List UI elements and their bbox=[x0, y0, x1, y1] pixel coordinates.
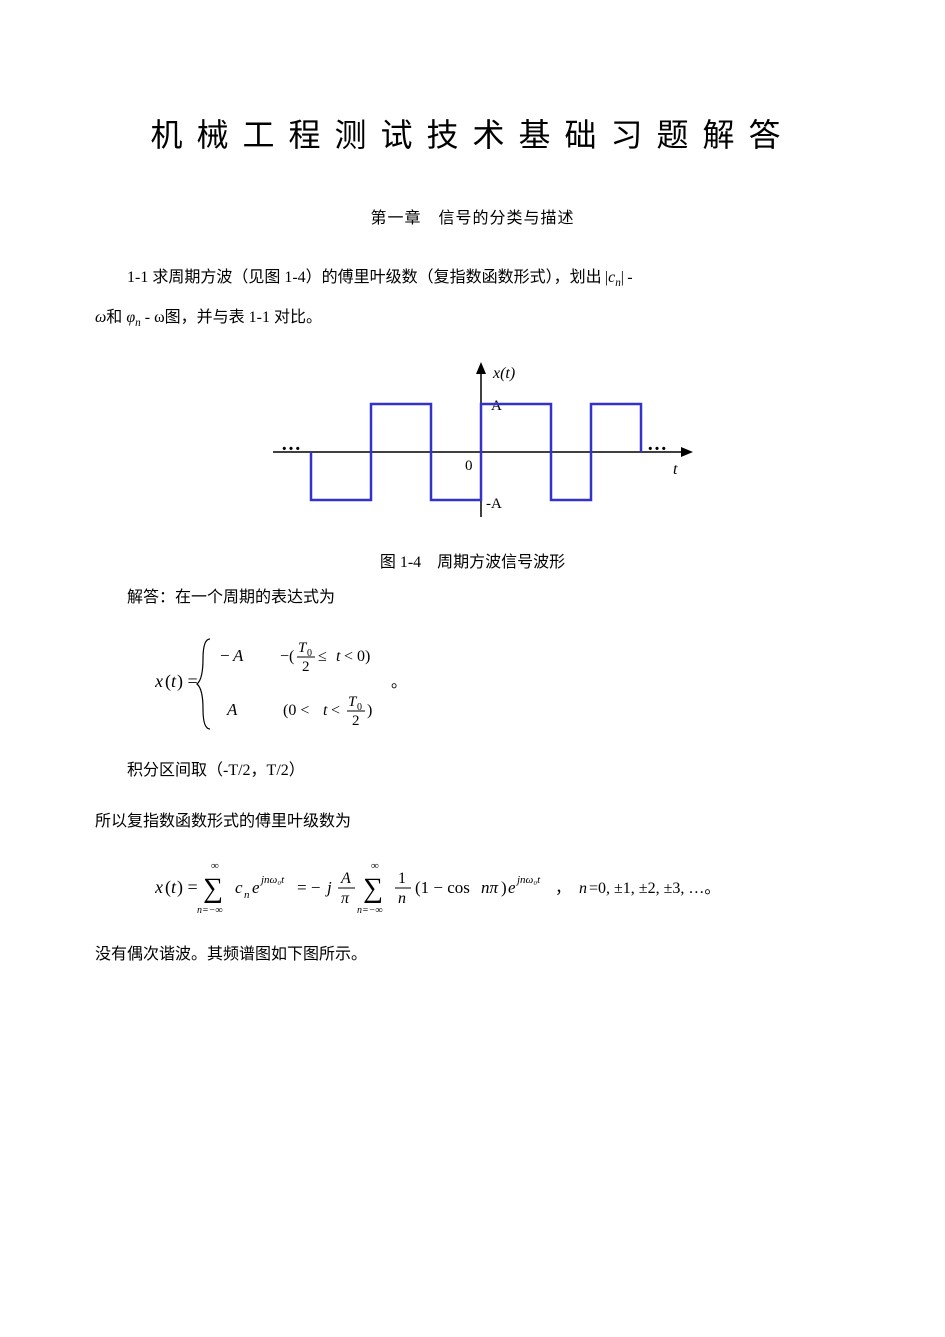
piecewise-formula: x ( t ) = − A −( T 0 2 ≤ t < 0) A (0 < t… bbox=[95, 629, 850, 739]
x-axis-label: t bbox=[673, 461, 678, 478]
svg-text:n=−∞: n=−∞ bbox=[357, 905, 383, 916]
svg-text:x: x bbox=[155, 877, 163, 897]
svg-text:x: x bbox=[155, 671, 163, 691]
problem-statement-line1: 1-1 求周期方波（见图 1-4）的傅里叶级数（复指数函数形式），划出 |cn|… bbox=[95, 260, 850, 296]
svg-text:A: A bbox=[226, 700, 238, 719]
fourier-series-formula: x ( t ) = ∞ ∑ n=−∞ c n e jnω₀t = − j A π… bbox=[95, 853, 850, 923]
svg-text:jnω₀t: jnω₀t bbox=[515, 874, 541, 886]
figure-caption: 图 1-4 周期方波信号波形 bbox=[95, 548, 850, 572]
svg-text:): ) bbox=[367, 702, 372, 719]
svg-text:nπ: nπ bbox=[481, 878, 499, 897]
svg-text:∑: ∑ bbox=[363, 873, 383, 904]
svg-text:，: ， bbox=[555, 880, 571, 897]
svg-text:n: n bbox=[398, 890, 406, 907]
page-title: 机械工程测试技术基础习题解答 bbox=[95, 110, 850, 156]
svg-text:= −: = − bbox=[297, 878, 320, 897]
rest-text: - ω图，并与表 1-1 对比。 bbox=[145, 309, 322, 326]
omega-1: ω bbox=[95, 309, 106, 326]
svg-text:t: t bbox=[336, 648, 341, 665]
dash1: - bbox=[627, 269, 632, 286]
phi-sub: n bbox=[135, 317, 141, 329]
svg-text:(1 − cos: (1 − cos bbox=[415, 878, 470, 897]
problem-statement-line2: ω和 φn - ω图，并与表 1-1 对比。 bbox=[95, 300, 850, 336]
and-text: 和 bbox=[106, 309, 122, 326]
svg-text:≤: ≤ bbox=[318, 648, 327, 665]
svg-text:): ) bbox=[501, 878, 507, 897]
svg-text:t: t bbox=[323, 702, 328, 719]
svg-text:=0, ±1, ±2, ±3, …。: =0, ±1, ±2, ±3, …。 bbox=[589, 880, 720, 897]
svg-text:) =: ) = bbox=[177, 877, 198, 898]
square-wave-figure: x(t) t A -A 0 … … bbox=[243, 352, 703, 542]
svg-text:c: c bbox=[235, 878, 243, 897]
svg-text:2: 2 bbox=[302, 659, 310, 675]
level-A: A bbox=[491, 398, 502, 414]
svg-text:∞: ∞ bbox=[371, 860, 379, 872]
interval-text: 积分区间取（-T/2，T/2） bbox=[95, 753, 850, 788]
answer-intro: 解答：在一个周期的表达式为 bbox=[95, 580, 850, 615]
svg-text:< 0): < 0) bbox=[344, 648, 370, 665]
svg-text:) =: ) = bbox=[177, 671, 198, 692]
svg-text:−: − bbox=[220, 646, 230, 665]
level-negA: -A bbox=[486, 496, 502, 512]
figure-container: x(t) t A -A 0 … … bbox=[95, 352, 850, 542]
svg-text:n=−∞: n=−∞ bbox=[197, 905, 223, 916]
chapter-title: 第一章 信号的分类与描述 bbox=[95, 204, 850, 228]
conclusion-1: 所以复指数函数形式的傅里叶级数为 bbox=[95, 804, 850, 839]
svg-text:−(: −( bbox=[280, 648, 294, 665]
svg-text:<: < bbox=[331, 702, 340, 719]
ellipsis-right: … bbox=[647, 433, 667, 455]
y-axis-label: x(t) bbox=[492, 365, 515, 382]
svg-text:n: n bbox=[579, 880, 587, 897]
phi-sym: φ bbox=[126, 309, 135, 326]
svg-text:π: π bbox=[341, 890, 350, 907]
svg-text:n: n bbox=[244, 889, 250, 901]
svg-text:e: e bbox=[252, 878, 260, 897]
svg-text:(0 <: (0 < bbox=[283, 702, 309, 719]
svg-text:∑: ∑ bbox=[203, 873, 223, 904]
problem-text-1: 1-1 求周期方波（见图 1-4）的傅里叶级数（复指数函数形式），划出 bbox=[127, 269, 602, 286]
svg-text:2: 2 bbox=[352, 713, 360, 729]
svg-text:1: 1 bbox=[398, 870, 406, 887]
svg-text:。: 。 bbox=[391, 674, 407, 691]
svg-text:j: j bbox=[325, 878, 332, 897]
svg-text:A: A bbox=[232, 646, 244, 665]
cn-sub: n bbox=[615, 277, 621, 289]
svg-text:A: A bbox=[340, 870, 351, 887]
ellipsis-left: … bbox=[281, 433, 301, 455]
conclusion-2: 没有偶次谐波。其频谱图如下图所示。 bbox=[95, 937, 850, 972]
svg-text:∞: ∞ bbox=[211, 860, 219, 872]
svg-text:e: e bbox=[508, 878, 516, 897]
svg-text:jnω₀t: jnω₀t bbox=[259, 874, 285, 886]
origin-label: 0 bbox=[465, 458, 473, 474]
